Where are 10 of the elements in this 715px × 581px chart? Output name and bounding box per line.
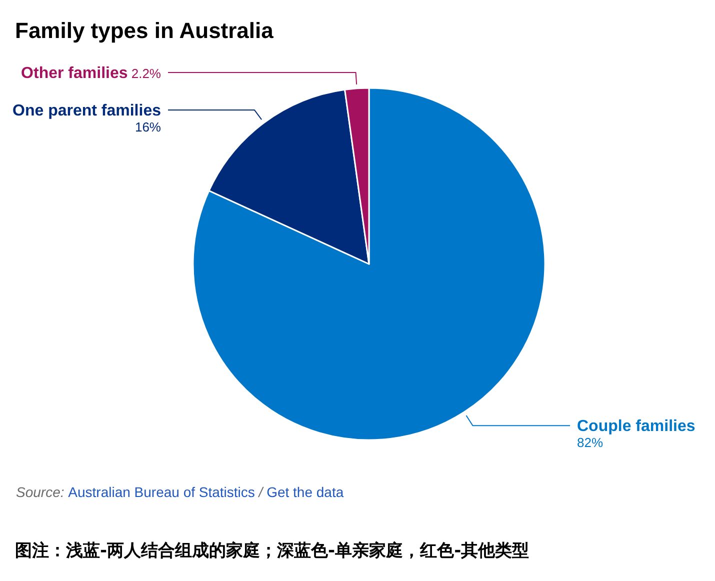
data-label: 2.2%	[131, 66, 162, 81]
slice-label: Other families	[21, 64, 128, 82]
text: 图注：浅蓝-两人结合组成的家庭；深蓝色-单亲家庭，红色-其他类型	[15, 541, 530, 561]
data-label: 16%	[134, 119, 162, 134]
data-label: 82%	[577, 435, 604, 450]
slice-label: One parent families	[12, 102, 162, 120]
pie-slice	[192, 87, 546, 440]
source-note: Source: Australian Bureau of Statistics / Get the data	[16, 484, 344, 500]
slice-label: Couple families	[577, 418, 696, 436]
chart-title: Family types in Australia	[15, 18, 274, 43]
